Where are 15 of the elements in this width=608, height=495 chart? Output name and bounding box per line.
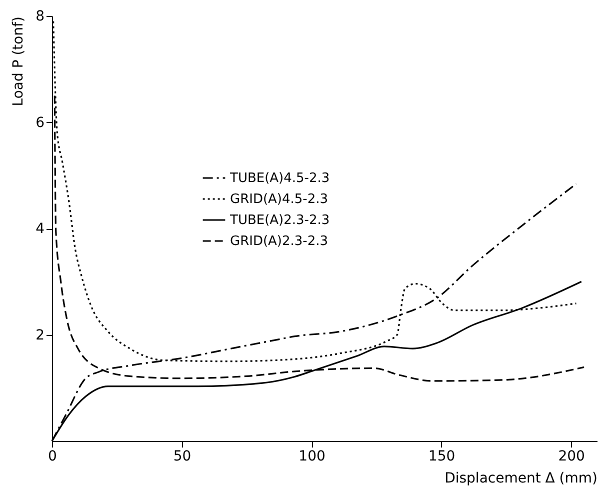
x-tick-label: 50 — [173, 448, 192, 464]
y-tick-label: 8 — [36, 8, 44, 24]
x-tick-label: 100 — [298, 448, 326, 464]
x-tick-label: 0 — [48, 448, 57, 464]
y-axis-title: Load P (tonf) — [10, 16, 27, 106]
legend-label: GRID(A)4.5-2.3 — [230, 192, 328, 207]
legend-label: TUBE(A)2.3-2.3 — [229, 213, 330, 228]
legend-label: GRID(A)2.3-2.3 — [230, 234, 328, 249]
x-tick-label: 200 — [558, 448, 585, 464]
y-tick-label: 4 — [36, 221, 45, 237]
y-tick-label: 2 — [36, 327, 44, 344]
x-axis-title: Displacement Δ (mm) — [444, 470, 598, 486]
y-tick-label: 6 — [36, 114, 45, 131]
x-tick-label: 150 — [428, 448, 456, 464]
legend-label: TUBE(A)4.5-2.3 — [229, 171, 330, 186]
